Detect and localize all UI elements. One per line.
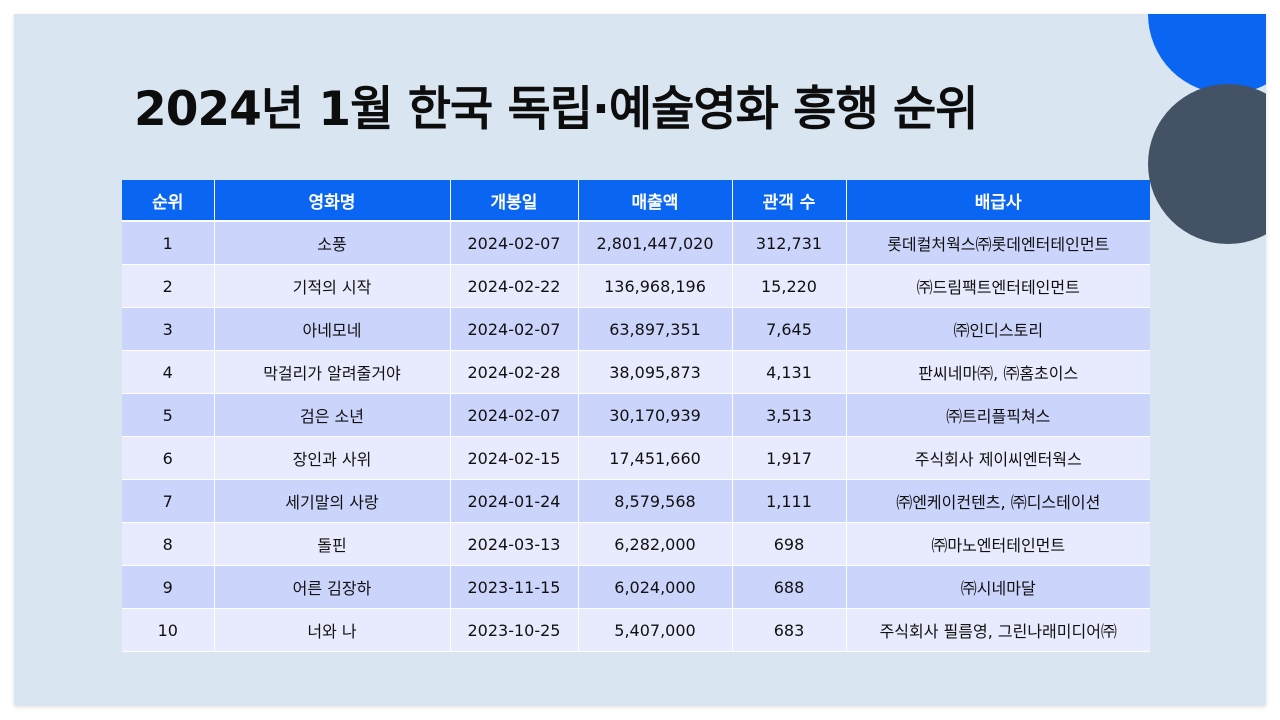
cell-rank: 3 <box>122 307 215 351</box>
cell-movie-title: 장인과 사위 <box>214 436 451 480</box>
cell-revenue: 30,170,939 <box>578 393 733 437</box>
header-audience: 관객 수 <box>732 180 847 222</box>
header-release-date: 개봉일 <box>450 180 579 222</box>
cell-release-date: 2024-02-22 <box>450 264 579 308</box>
cell-rank: 5 <box>122 393 215 437</box>
table-row: 10 너와 나 2023-10-25 5,407,000 683 주식회사 필름… <box>122 608 1150 652</box>
cell-audience: 312,731 <box>732 221 847 265</box>
cell-rank: 10 <box>122 608 215 652</box>
header-rank: 순위 <box>122 180 215 222</box>
cell-movie-title: 소풍 <box>214 221 451 265</box>
cell-release-date: 2023-10-25 <box>450 608 579 652</box>
cell-release-date: 2024-02-15 <box>450 436 579 480</box>
cell-audience: 1,917 <box>732 436 847 480</box>
cell-movie-title: 아네모네 <box>214 307 451 351</box>
cell-audience: 7,645 <box>732 307 847 351</box>
cell-movie-title: 돌핀 <box>214 522 451 566</box>
cell-distributor: 롯데컬처웍스㈜롯데엔터테인먼트 <box>846 221 1150 265</box>
cell-rank: 6 <box>122 436 215 480</box>
cell-distributor: ㈜마노엔터테인먼트 <box>846 522 1150 566</box>
cell-audience: 15,220 <box>732 264 847 308</box>
cell-revenue: 8,579,568 <box>578 479 733 523</box>
cell-audience: 698 <box>732 522 847 566</box>
table-row: 2 기적의 시작 2024-02-22 136,968,196 15,220 ㈜… <box>122 264 1150 308</box>
cell-release-date: 2024-02-07 <box>450 393 579 437</box>
header-revenue: 매출액 <box>578 180 733 222</box>
decorative-circle-blue <box>1148 14 1266 94</box>
cell-revenue: 38,095,873 <box>578 350 733 394</box>
cell-distributor: 주식회사 제이씨엔터웍스 <box>846 436 1150 480</box>
cell-rank: 1 <box>122 221 215 265</box>
cell-release-date: 2024-01-24 <box>450 479 579 523</box>
cell-revenue: 17,451,660 <box>578 436 733 480</box>
cell-revenue: 6,282,000 <box>578 522 733 566</box>
slide: 2024년 1월 한국 독립·예술영화 흥행 순위 순위 영화명 개봉일 매출액… <box>14 14 1266 706</box>
cell-movie-title: 기적의 시작 <box>214 264 451 308</box>
table-row: 4 막걸리가 알려줄거야 2024-02-28 38,095,873 4,131… <box>122 350 1150 394</box>
cell-release-date: 2024-02-28 <box>450 350 579 394</box>
cell-audience: 1,111 <box>732 479 847 523</box>
table-row: 6 장인과 사위 2024-02-15 17,451,660 1,917 주식회… <box>122 436 1150 480</box>
cell-movie-title: 너와 나 <box>214 608 451 652</box>
cell-distributor: ㈜시네마달 <box>846 565 1150 609</box>
table-row: 8 돌핀 2024-03-13 6,282,000 698 ㈜마노엔터테인먼트 <box>122 522 1150 566</box>
cell-movie-title: 세기말의 사랑 <box>214 479 451 523</box>
table-row: 5 검은 소년 2024-02-07 30,170,939 3,513 ㈜트리플… <box>122 393 1150 437</box>
table-row: 7 세기말의 사랑 2024-01-24 8,579,568 1,111 ㈜엔케… <box>122 479 1150 523</box>
cell-audience: 683 <box>732 608 847 652</box>
cell-distributor: ㈜트리플픽쳐스 <box>846 393 1150 437</box>
cell-movie-title: 어른 김장하 <box>214 565 451 609</box>
cell-release-date: 2023-11-15 <box>450 565 579 609</box>
cell-revenue: 2,801,447,020 <box>578 221 733 265</box>
cell-revenue: 63,897,351 <box>578 307 733 351</box>
slide-title: 2024년 1월 한국 독립·예술영화 흥행 순위 <box>134 82 979 137</box>
cell-revenue: 136,968,196 <box>578 264 733 308</box>
cell-distributor: 주식회사 필름영, 그린나래미디어㈜ <box>846 608 1150 652</box>
table-header-row: 순위 영화명 개봉일 매출액 관객 수 배급사 <box>122 180 1150 222</box>
table-row: 9 어른 김장하 2023-11-15 6,024,000 688 ㈜시네마달 <box>122 565 1150 609</box>
cell-revenue: 6,024,000 <box>578 565 733 609</box>
table-row: 1 소풍 2024-02-07 2,801,447,020 312,731 롯데… <box>122 221 1150 265</box>
cell-audience: 3,513 <box>732 393 847 437</box>
cell-rank: 8 <box>122 522 215 566</box>
cell-rank: 4 <box>122 350 215 394</box>
decorative-circle-slate <box>1148 84 1266 244</box>
cell-release-date: 2024-02-07 <box>450 221 579 265</box>
cell-rank: 9 <box>122 565 215 609</box>
header-distributor: 배급사 <box>846 180 1150 222</box>
cell-audience: 688 <box>732 565 847 609</box>
table-row: 3 아네모네 2024-02-07 63,897,351 7,645 ㈜인디스토… <box>122 307 1150 351</box>
cell-distributor: ㈜엔케이컨텐츠, ㈜디스테이션 <box>846 479 1150 523</box>
cell-rank: 2 <box>122 264 215 308</box>
cell-rank: 7 <box>122 479 215 523</box>
cell-revenue: 5,407,000 <box>578 608 733 652</box>
cell-movie-title: 막걸리가 알려줄거야 <box>214 350 451 394</box>
header-movie-title: 영화명 <box>214 180 451 222</box>
cell-release-date: 2024-02-07 <box>450 307 579 351</box>
cell-distributor: 판씨네마㈜, ㈜홈초이스 <box>846 350 1150 394</box>
cell-distributor: ㈜드림팩트엔터테인먼트 <box>846 264 1150 308</box>
cell-release-date: 2024-03-13 <box>450 522 579 566</box>
cell-distributor: ㈜인디스토리 <box>846 307 1150 351</box>
cell-movie-title: 검은 소년 <box>214 393 451 437</box>
cell-audience: 4,131 <box>732 350 847 394</box>
ranking-table: 순위 영화명 개봉일 매출액 관객 수 배급사 1 소풍 2024-02-07 … <box>122 180 1150 652</box>
